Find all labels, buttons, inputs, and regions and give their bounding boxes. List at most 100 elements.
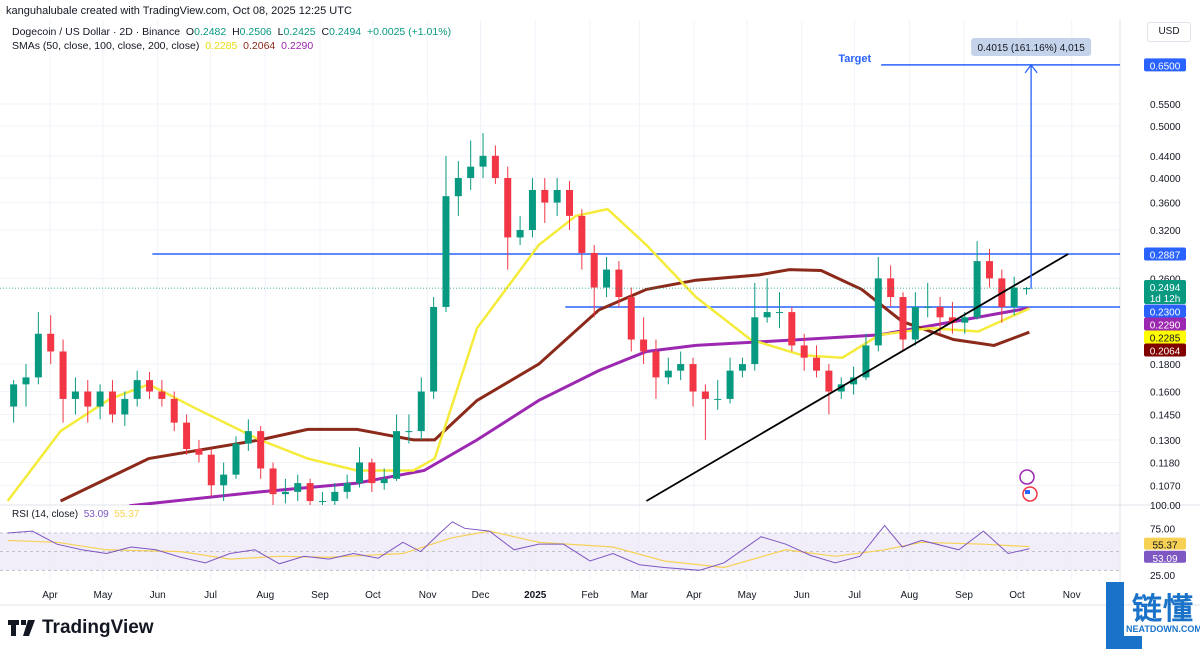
candle-body	[948, 317, 956, 323]
chart-legend: Dogecoin / US Dollar · 2D · Binance O0.2…	[12, 25, 451, 53]
candle-body	[763, 312, 771, 318]
rsi-tag-bg	[1144, 550, 1186, 563]
sma-label[interactable]: SMAs (50, close, 100, close, 200, close)	[12, 40, 200, 52]
price-tick-label: 0.1800	[1150, 360, 1181, 371]
low-label: L	[277, 26, 284, 38]
support-price-tag-bg	[1144, 304, 1186, 318]
sma50-price-tag: 0.2285	[1150, 334, 1181, 345]
candle-body	[454, 178, 462, 197]
watermark-text: 链懂	[1132, 593, 1194, 626]
candle-body	[294, 483, 302, 492]
us-flag-canton	[1025, 490, 1030, 494]
sma-row: SMAs (50, close, 100, close, 200, close)…	[12, 39, 451, 53]
candle-body	[244, 431, 252, 444]
candle-body	[1010, 287, 1018, 307]
candle-body	[220, 474, 228, 486]
measure-label-box	[971, 38, 1092, 56]
sma50-price-tag-bg	[1144, 330, 1186, 344]
candle-body	[726, 370, 734, 399]
candle-body	[380, 478, 388, 484]
last-price-tag: 0.2494	[1150, 283, 1181, 294]
time-tick-label: Nov	[419, 590, 437, 601]
price-tick-label: 0.1300	[1150, 436, 1181, 447]
watermark-logo-bar	[1106, 582, 1124, 649]
tradingview-logo: TradingView	[8, 617, 154, 639]
sma100-value: 0.2064	[243, 40, 276, 52]
rsi-ma-line	[7, 530, 1030, 569]
candle-body	[936, 306, 944, 318]
time-tick-label: Sep	[955, 590, 973, 601]
candle-body	[393, 431, 401, 479]
time-tick-label: May	[738, 590, 757, 601]
ascending-trendline	[645, 253, 1069, 502]
time-tick-label: 2025	[524, 590, 547, 601]
time-tick-label: May	[93, 590, 112, 601]
candle-body	[775, 312, 783, 314]
candle-body	[47, 333, 55, 352]
main-pane	[6, 63, 1120, 505]
time-tick-label: Apr	[686, 590, 702, 601]
candle-body	[479, 155, 487, 167]
candle-body	[553, 189, 561, 203]
high-value: 0.2506	[239, 26, 272, 38]
candle-body	[22, 377, 30, 385]
time-tick-label: Jul	[204, 590, 217, 601]
time-tick-label: Feb	[581, 590, 599, 601]
candle-body	[183, 422, 191, 450]
candle-body	[1023, 288, 1031, 290]
price-chart[interactable]: 0.4015 (161.16%) 4,015 Target 0.5500 0.5000…	[0, 0, 1200, 612]
candle-body	[430, 306, 438, 392]
rsi-tick-label: 75.00	[1150, 524, 1175, 535]
resistance-price-tag-bg	[1144, 247, 1186, 261]
candle-body	[318, 501, 326, 503]
open-value: 0.2482	[194, 26, 227, 38]
watermark-logo-foot	[1106, 636, 1142, 649]
candle-body	[207, 454, 215, 486]
price-tick-label: 0.1450	[1150, 410, 1181, 421]
rsi-tag: 53.09	[1152, 554, 1177, 565]
rsi-label[interactable]: RSI (14, close)	[12, 509, 79, 520]
candle-body	[627, 297, 635, 340]
low-value: 0.2425	[283, 26, 316, 38]
support-price-tag: 0.2300	[1150, 308, 1181, 319]
candle-body	[825, 370, 833, 392]
candle-body	[34, 333, 42, 378]
price-tick-label: 0.5000	[1150, 122, 1181, 133]
close-value: 0.2494	[329, 26, 362, 38]
time-tick-label: Jun	[794, 590, 810, 601]
candle-body	[467, 166, 475, 179]
resistance-price-tag: 0.2887	[1150, 251, 1181, 262]
rsi-legend: RSI (14, close) 53.09 55.37	[12, 509, 139, 520]
measure-arrowhead	[1024, 63, 1038, 74]
price-tick-label: 0.1600	[1150, 388, 1181, 399]
time-tick-label: Mar	[631, 590, 649, 601]
candle-body	[899, 297, 907, 340]
tradingview-logo-icon	[8, 620, 35, 636]
candle-body	[640, 339, 648, 352]
rsi-line	[7, 521, 1030, 571]
currency-button[interactable]: USD	[1147, 22, 1191, 42]
target-price-tag-bg	[1144, 58, 1186, 72]
symbol-name[interactable]: Dogecoin / US Dollar · 2D · Binance	[12, 26, 181, 38]
watermark-sub: NEATDOWN.COM	[1126, 624, 1200, 634]
time-tick-label: Sep	[311, 590, 329, 601]
candle-body	[491, 155, 499, 179]
sma100-line	[59, 268, 1030, 503]
price-tick-label: 0.3600	[1150, 199, 1181, 210]
sma200-value: 0.2290	[281, 40, 314, 52]
price-tick-label: 0.1180	[1150, 458, 1180, 469]
candle-body	[232, 443, 240, 475]
candle-body	[528, 189, 536, 231]
time-tick-label: Aug	[256, 590, 274, 601]
candle-body	[961, 317, 969, 323]
candle-body	[578, 215, 586, 253]
price-tick-label: 0.4400	[1150, 152, 1181, 163]
flash-event-icon	[1019, 469, 1035, 485]
open-label: O	[185, 26, 195, 38]
candle-body	[652, 351, 660, 378]
candle-body	[565, 189, 573, 216]
candle-body	[96, 391, 104, 407]
candle-body	[714, 398, 722, 400]
last-price-tag: 1d 12h	[1150, 294, 1181, 305]
measure-label: 0.4015 (161.16%) 4,015	[977, 43, 1085, 54]
